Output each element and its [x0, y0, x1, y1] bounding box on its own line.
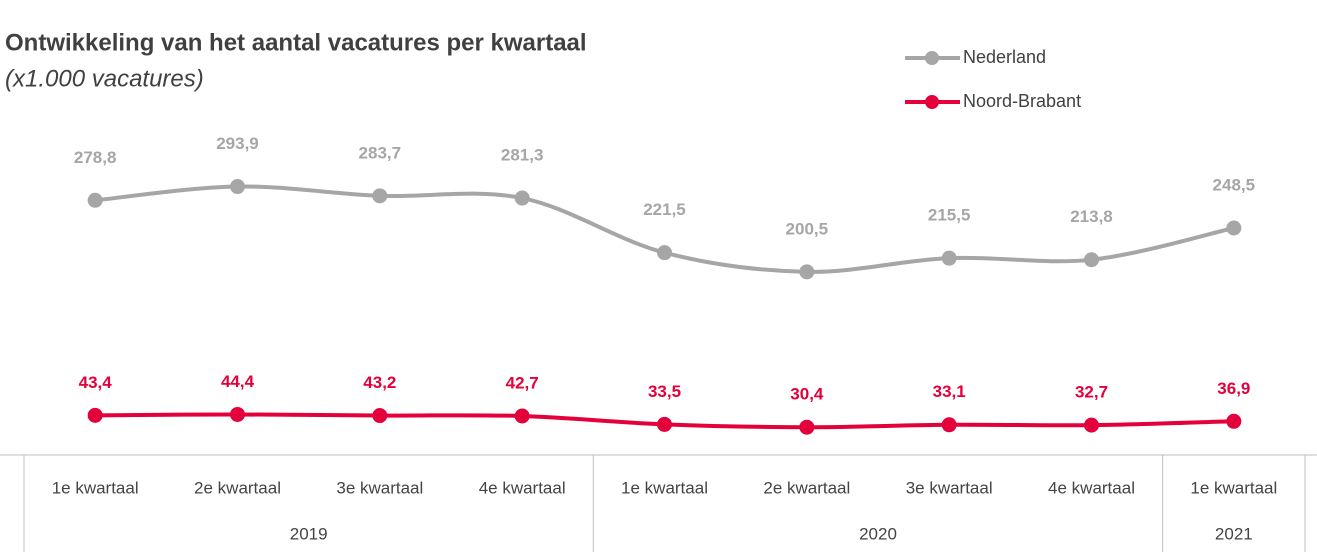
- data-label: 42,7: [506, 373, 539, 392]
- point: [514, 408, 530, 424]
- data-label: 213,8: [1070, 207, 1113, 226]
- data-label: 293,9: [216, 134, 259, 153]
- x-tick-label: 1e kwartaal: [1190, 478, 1277, 497]
- point: [799, 419, 815, 435]
- group-label: 2020: [859, 524, 897, 543]
- group-label: 2021: [1215, 524, 1253, 543]
- x-tick-label: 4e kwartaal: [1048, 478, 1135, 497]
- point: [372, 408, 388, 424]
- data-label: 248,5: [1213, 175, 1256, 194]
- point: [941, 250, 957, 266]
- data-label: 43,4: [79, 373, 113, 392]
- data-label: 32,7: [1075, 383, 1108, 402]
- data-label: 221,5: [643, 200, 686, 219]
- point: [657, 416, 672, 432]
- point: [372, 188, 388, 204]
- point: [1226, 220, 1242, 236]
- group-label: 2019: [290, 524, 328, 543]
- point: [87, 192, 103, 208]
- point: [1084, 252, 1099, 268]
- data-label: 215,5: [928, 206, 971, 225]
- x-tick-label: 2e kwartaal: [763, 478, 850, 497]
- point: [657, 245, 672, 261]
- data-label: 281,3: [501, 146, 544, 165]
- point: [799, 264, 815, 280]
- point: [87, 407, 103, 423]
- x-tick-label: 4e kwartaal: [479, 478, 566, 497]
- legend-marker: [925, 51, 939, 65]
- point: [941, 417, 957, 433]
- data-label: 43,2: [363, 373, 396, 392]
- chart-subtitle: (x1.000 vacatures): [5, 65, 204, 92]
- chart-title: Ontwikkeling van het aantal vacatures pe…: [5, 29, 587, 56]
- point: [1226, 413, 1242, 429]
- point: [230, 406, 245, 422]
- x-tick-label: 1e kwartaal: [52, 478, 139, 497]
- data-label: 200,5: [786, 219, 829, 238]
- x-tick-label: 3e kwartaal: [906, 478, 993, 497]
- point: [230, 179, 245, 195]
- legend-marker: [925, 95, 939, 109]
- data-label: 283,7: [359, 143, 402, 162]
- point: [1084, 417, 1099, 433]
- data-label: 44,4: [221, 372, 255, 391]
- data-label: 36,9: [1217, 379, 1250, 398]
- data-label: 33,5: [648, 382, 681, 401]
- x-tick-label: 2e kwartaal: [194, 478, 281, 497]
- legend-label: Noord-Brabant: [963, 91, 1081, 111]
- data-label: 33,1: [933, 382, 966, 401]
- x-tick-label: 1e kwartaal: [621, 478, 708, 497]
- legend-label: Nederland: [963, 47, 1046, 67]
- data-label: 278,8: [74, 148, 117, 167]
- x-tick-label: 3e kwartaal: [336, 478, 423, 497]
- point: [514, 190, 530, 206]
- data-label: 30,4: [790, 385, 824, 404]
